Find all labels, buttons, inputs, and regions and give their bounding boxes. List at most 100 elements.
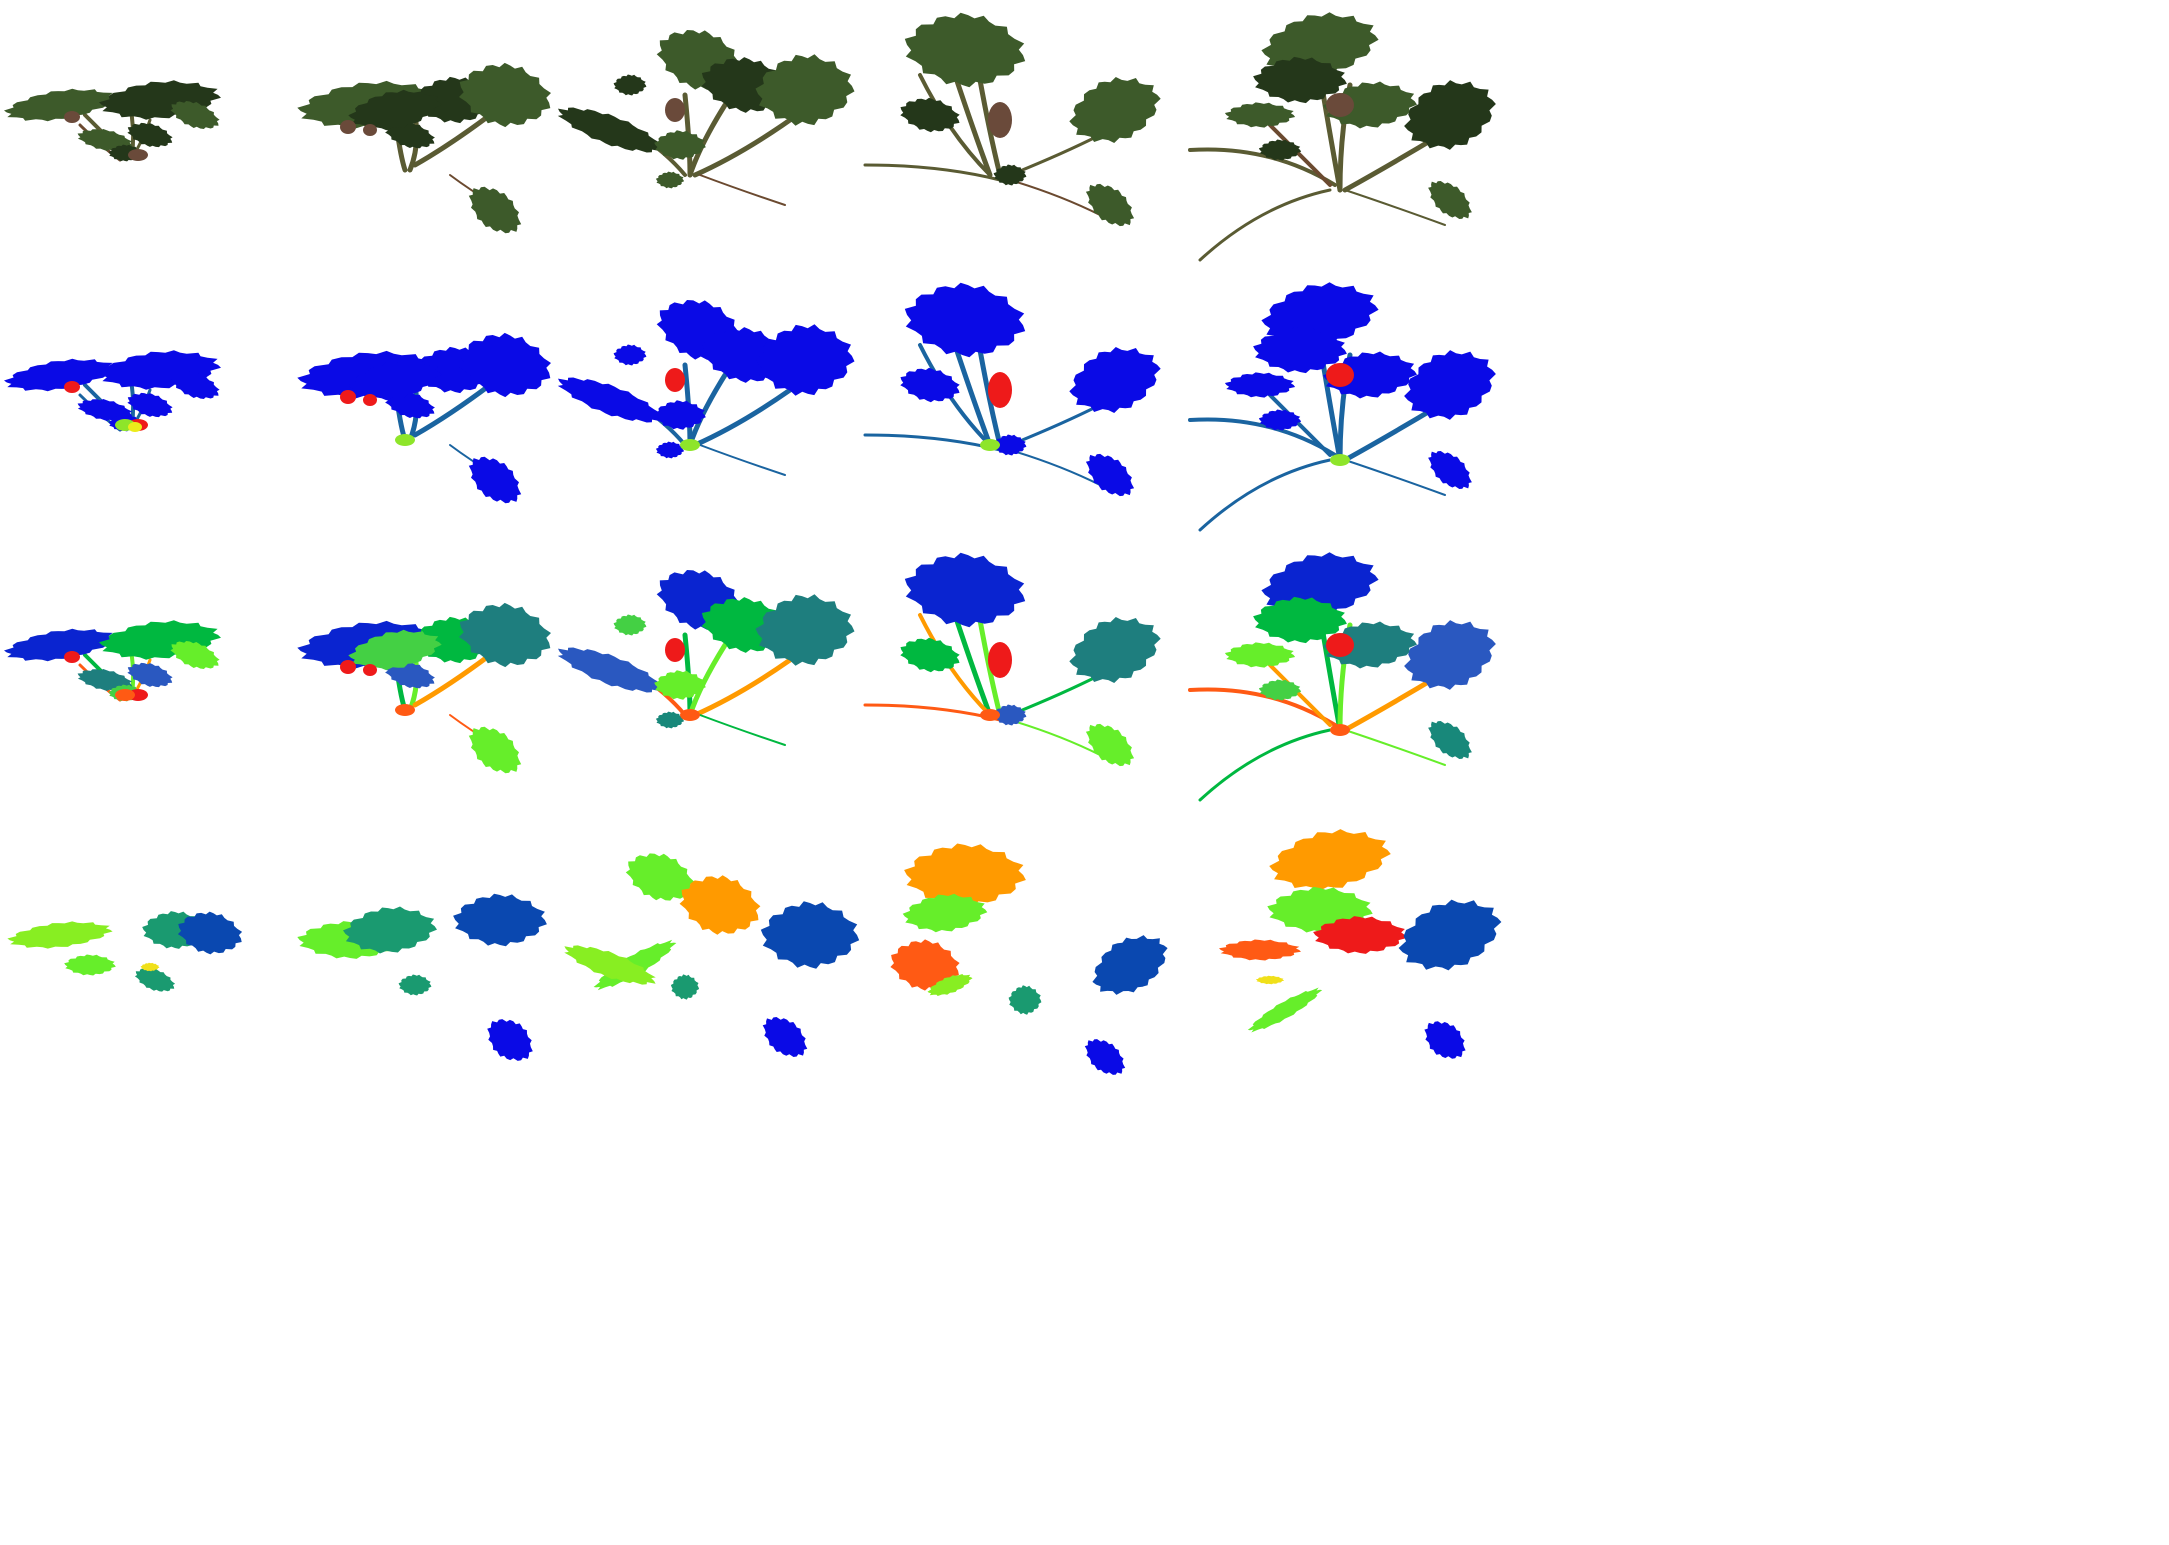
stem-5 [1198,458,1332,532]
leaf-4 [1404,350,1496,420]
stem-5 [1198,188,1332,262]
leaf-6 [613,344,647,366]
flower-1 [64,381,80,393]
panel-semantic-stage-1 [4,275,305,545]
plant-semantic-2 [297,332,551,504]
leaf-5 [1085,723,1135,767]
leaf-6 [348,89,442,131]
stem-5 [1008,133,1102,177]
crown [680,439,700,451]
leaf-3 [453,893,547,947]
leaf-5 [1085,453,1135,497]
stem-5 [1198,728,1332,802]
plant-semantic-1 [4,350,221,432]
leaf-5 [468,186,522,234]
leaf-5 [654,400,706,430]
stem-6 [1344,459,1446,496]
leaf-7 [1398,899,1502,971]
plant-rgb-4 [863,12,1161,227]
leaf-4 [398,974,432,996]
leaf-3 [1069,347,1161,413]
flower-1 [1326,93,1354,117]
leaf-2 [1253,596,1347,644]
leaf-4 [64,954,116,976]
panel-instance-stage-2 [297,545,595,815]
leaf-3 [1323,621,1417,669]
leaf-1 [904,282,1026,358]
leaf-5 [1224,102,1296,128]
stem-3 [692,657,793,718]
plant-rgb-1 [4,80,221,162]
leaf-4 [127,662,173,688]
panel-leaf-instance-stage-1 [7,815,305,1085]
plant-instance-1 [4,620,221,702]
stem-2 [977,617,1003,718]
leaf-4 [557,377,663,423]
plant-semantic-3 [557,300,855,476]
leaf-1 [7,921,113,949]
crown [1330,454,1350,466]
leaf-2 [902,893,988,933]
panel-rgb-stage-1 [4,5,305,275]
stem-3 [1342,132,1443,193]
stem-6 [1344,729,1446,766]
leaf-5 [487,1019,533,1061]
stem-7 [1268,123,1332,187]
plant-rgb-5 [1188,12,1496,262]
leaf-1 [4,628,116,662]
stem-6 [1344,189,1446,226]
stem-1 [952,72,993,178]
leaf-6 [1258,409,1302,431]
crown [680,709,700,721]
plant-segmentation-figure [4,5,1502,1085]
leaf-5 [170,371,220,399]
stem-6 [1009,179,1101,216]
panel-rgb-stage-5 [1180,5,1496,275]
stem-4 [863,703,1002,722]
panel-instance-stage-3 [557,545,855,815]
panel-semantic-stage-3 [557,275,855,545]
panel-rgb-stage-3 [557,5,855,275]
leaf-4 [127,122,173,148]
leaf-6 [1258,679,1302,701]
flower-2 [363,394,377,406]
plant-semantic-4 [863,282,1161,497]
plant-leaf-instance-2 [297,893,547,1061]
plant-instance-2 [297,602,551,774]
leaf-7 [1428,451,1472,489]
leaf-5 [564,945,656,985]
plant-leaf-instance-4 [890,843,1168,1075]
stem-3 [412,382,493,438]
panel-leaf-instance-stage-2 [297,815,595,1085]
panel-leaf-instance-stage-3 [560,815,860,1085]
stem-3 [1342,402,1443,463]
leaf-4 [927,974,973,996]
leaf-6 [1258,139,1302,161]
plant-leaf-instance-5 [1219,829,1502,1059]
leaf-3 [1313,916,1407,954]
leaf-7 [655,711,685,729]
crown [115,689,135,701]
leaf-3 [755,594,855,666]
leaf-2 [343,906,437,954]
crown [1330,724,1350,736]
leaf-7 [1428,721,1472,759]
flower-1 [988,372,1012,408]
leaf-6 [613,614,647,636]
panel-semantic-stage-2 [297,275,595,545]
leaf-5 [468,456,522,504]
flower-1 [665,98,685,122]
leaf-1 [904,843,1026,907]
stem-5 [699,714,786,746]
stem-3 [412,652,493,708]
leaf-4 [127,392,173,418]
leaf-4 [385,661,435,689]
crown [980,709,1000,721]
stem-3 [918,343,992,447]
leaf-7 [655,171,685,189]
flower-1 [64,651,80,663]
leaf-5 [654,130,706,160]
leaf-7 [1084,1039,1126,1075]
stem-6 [1009,719,1101,756]
leaf-3 [1323,81,1417,129]
